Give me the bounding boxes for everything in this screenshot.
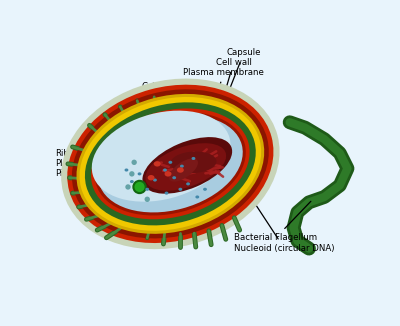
Ellipse shape: [195, 195, 199, 199]
Text: Pili: Pili: [55, 170, 87, 178]
Ellipse shape: [172, 176, 176, 179]
Ellipse shape: [154, 161, 161, 167]
Ellipse shape: [170, 152, 216, 173]
Ellipse shape: [124, 169, 128, 171]
Ellipse shape: [76, 94, 264, 234]
Ellipse shape: [72, 89, 269, 238]
Ellipse shape: [177, 167, 184, 173]
Ellipse shape: [145, 143, 226, 191]
Ellipse shape: [138, 172, 142, 175]
Ellipse shape: [203, 188, 207, 191]
Ellipse shape: [95, 112, 246, 215]
Text: Cytoplasm: Cytoplasm: [142, 82, 188, 120]
Ellipse shape: [61, 79, 280, 249]
Ellipse shape: [142, 137, 232, 194]
Ellipse shape: [153, 179, 157, 182]
Text: Plasma membrane: Plasma membrane: [184, 68, 264, 106]
Text: Plasmid: Plasmid: [55, 159, 137, 185]
Text: Ribosomes: Ribosomes: [55, 149, 132, 169]
Ellipse shape: [92, 111, 230, 202]
Ellipse shape: [178, 188, 182, 191]
Text: Cell wall: Cell wall: [216, 58, 252, 100]
Ellipse shape: [169, 158, 198, 182]
Ellipse shape: [168, 161, 172, 164]
Text: Capsule: Capsule: [226, 49, 261, 94]
Ellipse shape: [180, 165, 184, 168]
Ellipse shape: [144, 197, 150, 202]
Ellipse shape: [192, 157, 195, 160]
Ellipse shape: [133, 181, 146, 193]
Text: Nucleoid (circular DNA): Nucleoid (circular DNA): [234, 171, 335, 253]
Ellipse shape: [129, 171, 134, 177]
Ellipse shape: [163, 169, 167, 171]
Ellipse shape: [130, 180, 134, 183]
Ellipse shape: [132, 160, 137, 165]
Text: Bacterial Flagellum: Bacterial Flagellum: [234, 201, 317, 242]
Ellipse shape: [91, 109, 250, 219]
Ellipse shape: [85, 102, 256, 225]
Ellipse shape: [145, 188, 149, 191]
Ellipse shape: [125, 184, 131, 190]
Ellipse shape: [186, 182, 190, 185]
Ellipse shape: [164, 192, 168, 195]
Ellipse shape: [148, 175, 154, 180]
Ellipse shape: [98, 115, 243, 213]
Ellipse shape: [67, 85, 274, 243]
Ellipse shape: [80, 97, 261, 231]
Ellipse shape: [164, 171, 172, 177]
